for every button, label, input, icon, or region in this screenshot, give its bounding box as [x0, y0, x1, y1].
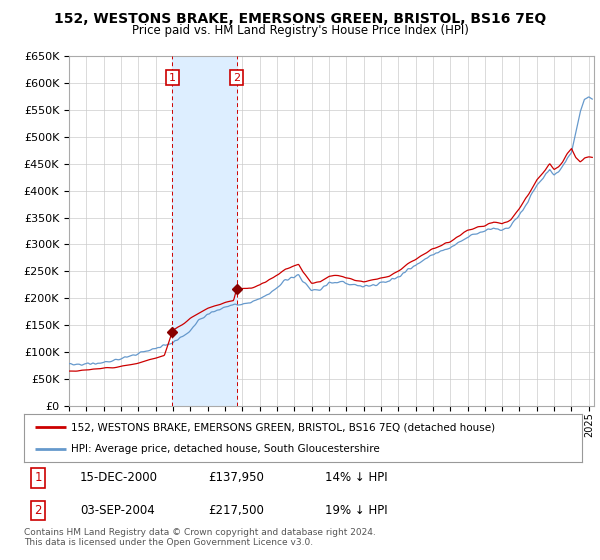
- Text: 2: 2: [34, 504, 42, 517]
- Text: 14% ↓ HPI: 14% ↓ HPI: [325, 471, 388, 484]
- Text: 19% ↓ HPI: 19% ↓ HPI: [325, 504, 388, 517]
- Text: 2: 2: [233, 73, 240, 82]
- Text: 1: 1: [34, 471, 42, 484]
- Text: Contains HM Land Registry data © Crown copyright and database right 2024.
This d: Contains HM Land Registry data © Crown c…: [24, 528, 376, 547]
- Text: 03-SEP-2004: 03-SEP-2004: [80, 504, 155, 517]
- Text: HPI: Average price, detached house, South Gloucestershire: HPI: Average price, detached house, Sout…: [71, 444, 380, 454]
- Text: 15-DEC-2000: 15-DEC-2000: [80, 471, 158, 484]
- Text: Price paid vs. HM Land Registry's House Price Index (HPI): Price paid vs. HM Land Registry's House …: [131, 24, 469, 36]
- Bar: [172, 56, 236, 406]
- Text: £217,500: £217,500: [208, 504, 264, 517]
- Text: £137,950: £137,950: [208, 471, 264, 484]
- Text: 152, WESTONS BRAKE, EMERSONS GREEN, BRISTOL, BS16 7EQ: 152, WESTONS BRAKE, EMERSONS GREEN, BRIS…: [54, 12, 546, 26]
- Text: 152, WESTONS BRAKE, EMERSONS GREEN, BRISTOL, BS16 7EQ (detached house): 152, WESTONS BRAKE, EMERSONS GREEN, BRIS…: [71, 422, 496, 432]
- Text: 1: 1: [169, 73, 176, 82]
